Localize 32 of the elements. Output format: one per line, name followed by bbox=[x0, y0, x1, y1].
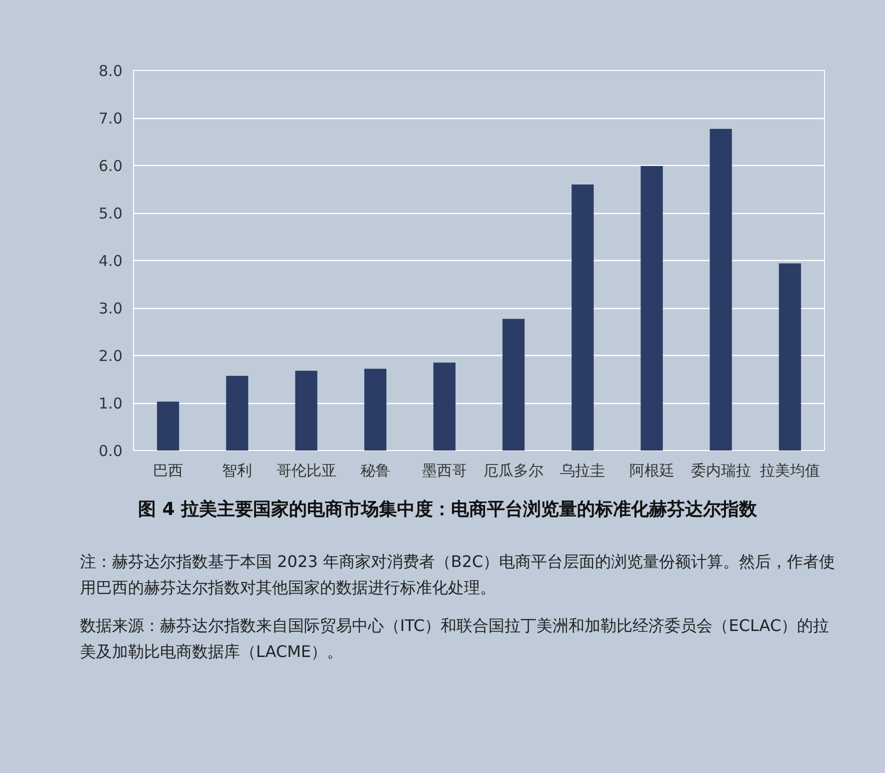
y-tick-label: 3.0 bbox=[98, 300, 123, 318]
x-tick-label: 智利 bbox=[222, 462, 252, 480]
x-tick-label: 拉美均值 bbox=[760, 462, 820, 480]
y-tick-label: 4.0 bbox=[98, 252, 123, 270]
bar bbox=[710, 128, 732, 450]
bar bbox=[226, 376, 248, 450]
y-tick-label: 6.0 bbox=[98, 157, 123, 175]
bar bbox=[502, 318, 525, 450]
text: 注：赫芬达尔指数基于本国 2023 年商家对消费者（B2C）电商平台层面的浏览量份额计算。然后，作者使用巴西的赫芬达尔指数对其他国家的数据进行标准化处理。 bbox=[80, 550, 836, 599]
y-tick-label: 5.0 bbox=[98, 204, 123, 222]
x-tick-label: 巴西 bbox=[153, 462, 184, 480]
bar bbox=[433, 362, 456, 450]
x-tick-label: 乌拉圭 bbox=[560, 462, 606, 480]
source-note: 数据来源：赫芬达尔指数来自国际贸易中心（ITC）和联合国拉丁美洲和加勒比经济委员会（ECLAC）的拉美及加勒比电商数据库（LACME）。 bbox=[80, 614, 830, 663]
x-tick-label: 厄瓜多尔 bbox=[484, 462, 544, 480]
x-tick-label: 墨西哥 bbox=[422, 462, 467, 480]
bar bbox=[295, 370, 318, 450]
bar bbox=[364, 368, 386, 450]
y-tick-label: 8.0 bbox=[98, 62, 123, 80]
y-tick-label: 7.0 bbox=[98, 110, 123, 128]
bar bbox=[640, 166, 663, 450]
bar bbox=[572, 184, 594, 450]
y-tick-label: 2.0 bbox=[98, 347, 123, 365]
x-tick-label: 委内瑞拉 bbox=[690, 462, 751, 480]
y-tick-label: 0.0 bbox=[98, 442, 123, 460]
bar bbox=[778, 263, 802, 450]
text: 图 4 拉美主要国家的电商市场集中度：电商平台浏览量的标准化赫芬达尔指数 bbox=[138, 498, 758, 522]
x-tick-label: 秘鲁 bbox=[360, 462, 390, 480]
y-tick-label: 1.0 bbox=[98, 394, 123, 412]
bar bbox=[156, 402, 180, 450]
x-tick-label: 阿根廷 bbox=[629, 462, 674, 480]
x-tick-label: 哥伦比亚 bbox=[276, 462, 336, 480]
